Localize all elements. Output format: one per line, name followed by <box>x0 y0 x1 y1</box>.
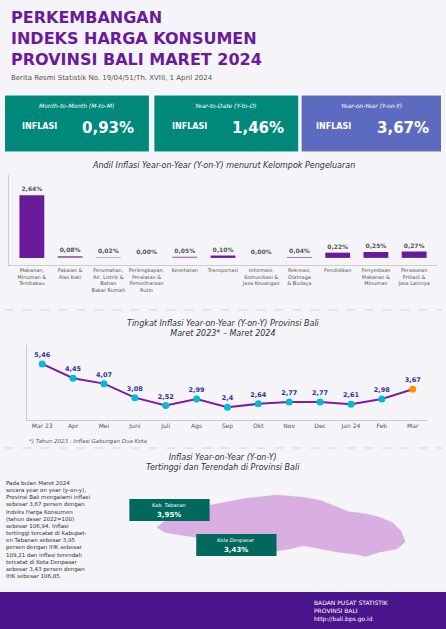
svg-text:Tingkat Inflasi Year-on-Year (: Tingkat Inflasi Year-on-Year (Y-on-Y) Pr… <box>127 319 320 338</box>
svg-text:Rekreasi,Olahraga& Budaya: Rekreasi,Olahraga& Budaya <box>287 267 311 287</box>
svg-text:Makanan,Minuman &Tembakau: Makanan,Minuman &Tembakau <box>18 267 47 286</box>
svg-text:5,46: 5,46 <box>34 351 51 359</box>
svg-text:0,02%: 0,02% <box>98 247 119 254</box>
svg-text:Sep: Sep <box>222 422 234 430</box>
svg-text:0,93%: 0,93% <box>82 119 134 137</box>
svg-text:3,95%: 3,95% <box>157 511 181 519</box>
svg-text:Nov: Nov <box>283 422 295 429</box>
svg-text:2,4: 2,4 <box>222 394 234 402</box>
svg-text:0,25%: 0,25% <box>366 242 387 249</box>
svg-text:Year-on-Year (Y-on-Y): Year-on-Year (Y-on-Y) <box>341 102 402 109</box>
svg-text:Perlengkapan,Peralatan &Pemeli: Perlengkapan,Peralatan &PemeliharaanRuti… <box>129 267 165 293</box>
svg-text:Jan 24: Jan 24 <box>341 422 361 430</box>
svg-text:2,99: 2,99 <box>189 386 206 394</box>
svg-text:0,22%: 0,22% <box>327 243 348 250</box>
svg-text:INFLASI: INFLASI <box>172 122 207 131</box>
svg-text:Dec: Dec <box>314 422 326 429</box>
svg-text:0,08%: 0,08% <box>60 246 81 253</box>
svg-text:3,43%: 3,43% <box>224 546 248 554</box>
svg-text:0,00%: 0,00% <box>251 248 272 255</box>
svg-text:Kota Denpasar: Kota Denpasar <box>217 537 255 544</box>
svg-text:3,67: 3,67 <box>405 376 421 384</box>
svg-text:0,04%: 0,04% <box>289 247 310 254</box>
svg-text:0,27%: 0,27% <box>404 242 425 249</box>
svg-text:Mar 23: Mar 23 <box>32 422 53 429</box>
svg-text:2,61: 2,61 <box>343 391 360 399</box>
svg-text:0,05%: 0,05% <box>174 247 195 254</box>
svg-text:2,64: 2,64 <box>250 391 267 399</box>
svg-text:Mar: Mar <box>407 422 419 429</box>
svg-text:2,77: 2,77 <box>281 389 297 397</box>
svg-text:0,10%: 0,10% <box>213 246 234 253</box>
svg-text:2,77: 2,77 <box>312 389 328 397</box>
svg-text:3,67%: 3,67% <box>377 119 429 137</box>
svg-text:Perumahan,Air, Listrik &BahanB: Perumahan,Air, Listrik &BahanBakar Rumah <box>92 267 126 293</box>
svg-text:Ags: Ags <box>191 422 202 430</box>
svg-text:Pakaian &Alas Kaki: Pakaian &Alas Kaki <box>58 267 83 280</box>
svg-text:PerawatanPribadi &Jasa Lainnya: PerawatanPribadi &Jasa Lainnya <box>397 267 429 287</box>
svg-text:Pendidikan: Pendidikan <box>324 267 351 273</box>
svg-text:Apr: Apr <box>68 422 79 430</box>
svg-text:BADAN PUSAT STATISTIKPROVINSI: BADAN PUSAT STATISTIKPROVINSI BALIhttp:/… <box>314 599 389 623</box>
svg-text:Juli: Juli <box>160 422 170 430</box>
svg-text:Feb: Feb <box>377 422 388 429</box>
svg-text:Informasi,Komunikasi &Jasa Keu: Informasi,Komunikasi &Jasa Keuangan <box>242 267 280 287</box>
svg-text:PenyediaanMakanan &Minuman: PenyediaanMakanan &Minuman <box>361 267 390 286</box>
svg-text:*) Tahun 2023 : Inflasi Gabung: *) Tahun 2023 : Inflasi Gabungan Dua Kot… <box>29 438 147 445</box>
svg-text:4,45: 4,45 <box>65 365 82 373</box>
svg-text:1,46%: 1,46% <box>232 119 284 137</box>
svg-text:Pada bulan Maret 2024secara ye: Pada bulan Maret 2024secara year on year… <box>6 480 90 579</box>
svg-text:Month-to-Month (M-to-M): Month-to-Month (M-to-M) <box>39 102 114 109</box>
svg-text:2,98: 2,98 <box>374 386 391 394</box>
svg-text:PERKEMBANGANINDEKS HARGA KONSU: PERKEMBANGANINDEKS HARGA KONSUMENPROVINS… <box>11 8 262 69</box>
svg-text:2,64%: 2,64% <box>21 185 42 192</box>
svg-text:Year-to-Date (Y-to-D): Year-to-Date (Y-to-D) <box>195 102 257 109</box>
svg-text:INFLASI: INFLASI <box>22 122 57 131</box>
svg-text:INFLASI: INFLASI <box>316 122 351 131</box>
svg-text:Transportasi: Transportasi <box>207 267 239 274</box>
svg-text:Okt: Okt <box>253 422 264 429</box>
svg-text:Andil Inflasi Year-on-Year (Y-: Andil Inflasi Year-on-Year (Y-on-Y) menu… <box>92 161 355 170</box>
svg-text:Juni: Juni <box>128 422 140 430</box>
svg-text:4,07: 4,07 <box>96 371 112 379</box>
svg-text:Berita Resmi Statistik No. 19/: Berita Resmi Statistik No. 19/04/51/Th. … <box>11 74 213 82</box>
svg-text:Inflasi Year-on-Year (Y-on-Y)T: Inflasi Year-on-Year (Y-on-Y)Tertinggi d… <box>146 453 300 472</box>
svg-text:Mei: Mei <box>99 422 110 429</box>
svg-text:0,00%: 0,00% <box>136 248 157 255</box>
svg-text:Kesehatan: Kesehatan <box>172 267 198 273</box>
svg-text:Kab. Tabanan: Kab. Tabanan <box>152 502 186 508</box>
svg-text:3,08: 3,08 <box>127 385 144 393</box>
svg-text:2,52: 2,52 <box>158 393 174 401</box>
